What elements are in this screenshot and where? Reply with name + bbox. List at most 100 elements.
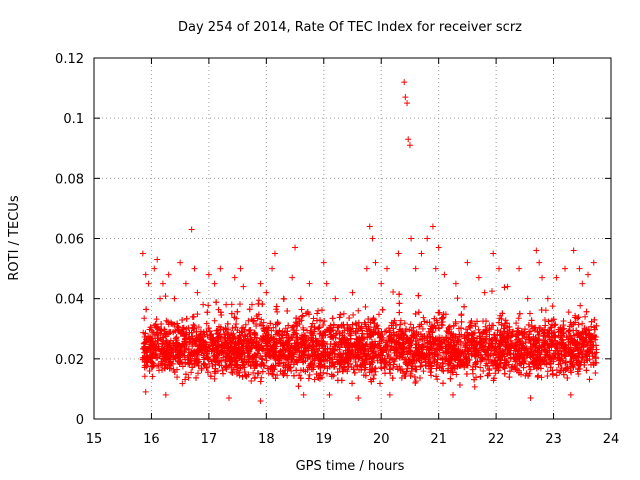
data-point — [586, 376, 593, 383]
data-point — [573, 327, 580, 334]
data-point — [538, 307, 545, 314]
data-point — [213, 299, 220, 306]
data-point — [534, 348, 541, 355]
data-point — [216, 362, 223, 369]
data-point — [555, 361, 562, 368]
data-point — [541, 340, 548, 347]
data-point — [254, 370, 261, 377]
data-point — [574, 315, 581, 322]
data-point — [435, 352, 442, 359]
data-point — [234, 308, 241, 315]
data-point — [200, 360, 207, 367]
data-point — [544, 329, 551, 336]
data-point — [300, 324, 307, 331]
data-point — [453, 341, 460, 348]
data-point — [162, 293, 169, 300]
data-point — [305, 375, 312, 382]
data-point — [583, 308, 590, 315]
data-point — [477, 364, 484, 371]
data-point — [535, 345, 542, 352]
data-point — [472, 347, 479, 354]
data-point — [527, 340, 534, 347]
data-point — [466, 356, 473, 363]
data-point — [256, 346, 263, 353]
data-point — [263, 329, 270, 336]
data-point — [464, 346, 471, 353]
data-point — [368, 366, 375, 373]
data-point — [566, 323, 573, 330]
data-point — [194, 370, 201, 377]
data-point — [509, 331, 516, 338]
data-point — [388, 344, 395, 351]
data-point — [185, 356, 192, 363]
data-point — [405, 338, 412, 345]
data-point — [296, 315, 303, 322]
data-point — [232, 324, 239, 331]
data-point — [585, 327, 592, 334]
data-point — [258, 316, 265, 323]
data-point — [349, 380, 356, 387]
data-point — [350, 366, 357, 373]
data-point — [224, 320, 231, 327]
data-point — [431, 353, 438, 360]
data-point — [336, 359, 343, 366]
data-point — [535, 331, 542, 338]
data-point — [407, 372, 414, 379]
data-point — [390, 320, 397, 327]
data-point — [358, 361, 365, 368]
data-point — [164, 318, 171, 325]
data-point — [424, 319, 431, 326]
data-point — [555, 326, 562, 333]
data-point — [315, 325, 322, 332]
data-point — [583, 353, 590, 360]
data-point — [144, 348, 151, 355]
data-point — [194, 311, 201, 318]
data-point — [298, 340, 305, 347]
data-point — [562, 353, 569, 360]
data-point — [419, 325, 426, 332]
data-point — [268, 363, 275, 370]
data-point — [433, 365, 440, 372]
data-point — [557, 357, 564, 364]
data-point — [547, 355, 554, 362]
data-point — [548, 317, 555, 324]
data-point — [486, 367, 493, 374]
data-point — [503, 320, 510, 327]
data-point — [482, 323, 489, 330]
data-point — [352, 358, 359, 365]
data-point — [203, 320, 210, 327]
data-point — [463, 353, 470, 360]
data-point — [217, 326, 224, 333]
data-point — [564, 374, 571, 381]
data-point — [494, 362, 501, 369]
data-point — [563, 334, 570, 341]
data-point — [468, 318, 475, 325]
data-point — [236, 338, 243, 345]
data-point — [553, 372, 560, 379]
data-point — [421, 318, 428, 325]
data-point — [496, 315, 503, 322]
data-point — [148, 358, 155, 365]
data-point — [375, 311, 382, 318]
data-point — [488, 288, 495, 295]
data-point — [412, 379, 419, 386]
data-point — [226, 335, 233, 342]
data-point — [247, 331, 254, 338]
data-point — [308, 323, 315, 330]
data-point — [255, 297, 262, 304]
data-point — [279, 331, 286, 338]
data-point — [471, 383, 478, 390]
data-point — [501, 284, 508, 291]
data-point — [447, 369, 454, 376]
data-point — [311, 376, 318, 383]
data-point — [589, 353, 596, 360]
data-point — [447, 330, 454, 337]
data-point — [368, 378, 375, 385]
data-point — [202, 345, 209, 352]
data-point — [563, 366, 570, 373]
data-point — [248, 378, 255, 385]
data-point — [581, 361, 588, 368]
data-point — [149, 373, 156, 380]
data-point — [290, 372, 297, 379]
data-point — [204, 350, 211, 357]
